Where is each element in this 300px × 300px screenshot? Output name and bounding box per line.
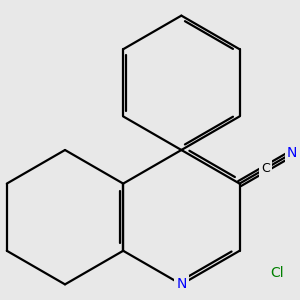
Text: N: N: [176, 278, 187, 291]
Text: N: N: [287, 146, 297, 161]
Text: Cl: Cl: [271, 266, 284, 280]
Text: C: C: [261, 162, 270, 175]
